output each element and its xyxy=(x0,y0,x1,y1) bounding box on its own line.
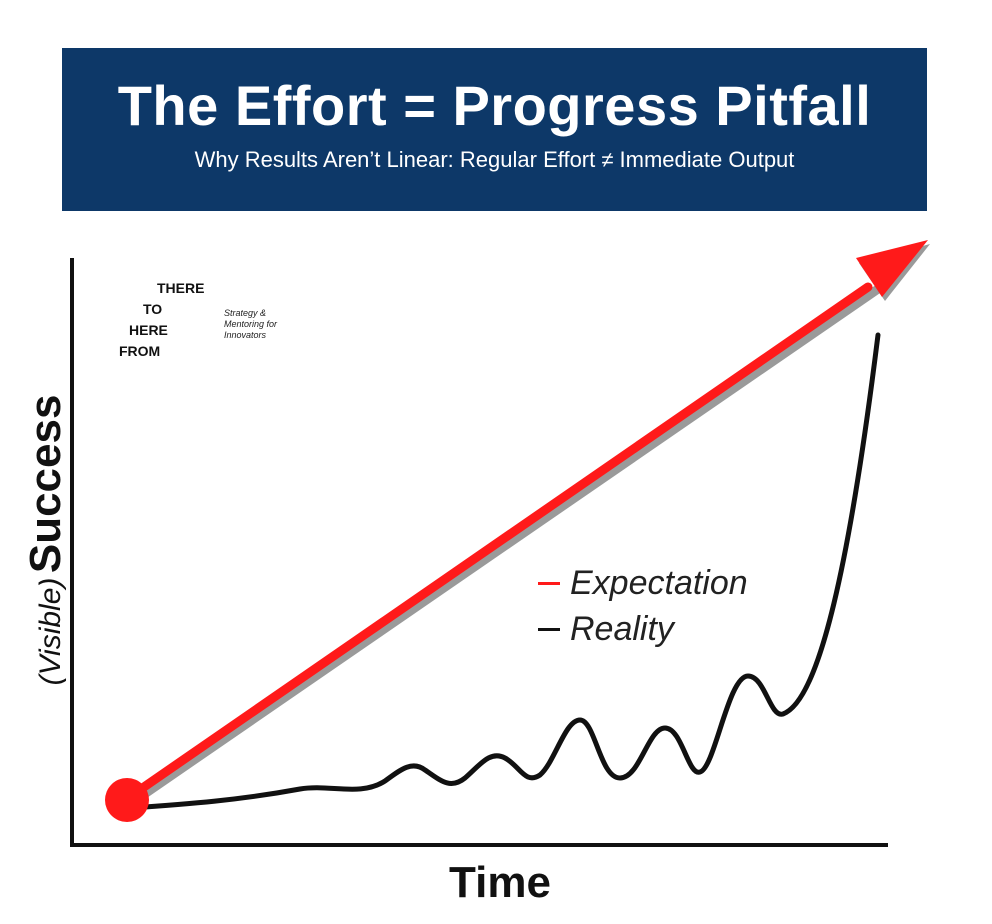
expectation-arrowhead xyxy=(856,240,928,297)
logo-tagline: Strategy & Mentoring for Innovators xyxy=(224,308,278,340)
title-banner: The Effort = Progress Pitfall Why Result… xyxy=(62,48,927,211)
origin-dot xyxy=(105,778,149,822)
legend-label-reality: Reality xyxy=(570,609,674,648)
y-axis-label: (Visible) Success xyxy=(21,370,71,710)
legend-swatch-expectation xyxy=(538,581,560,585)
logo-word-here: HERE xyxy=(129,322,168,338)
legend-swatch-reality xyxy=(538,627,560,631)
legend-label-expectation: Expectation xyxy=(570,563,748,602)
expectation-arrow-line xyxy=(123,282,873,803)
logo-word-from: FROM xyxy=(119,343,161,359)
brand-logo: THERE TO HERE FROM Strategy & Mentoring … xyxy=(100,278,320,368)
legend: Expectation Reality xyxy=(538,560,798,652)
logo-word-to: TO xyxy=(143,301,163,317)
x-axis-label: Time xyxy=(449,858,551,907)
legend-item-reality: Reality xyxy=(538,606,798,652)
y-axis-label-qualifier: (Visible) xyxy=(34,577,67,686)
logo-word-there: THERE xyxy=(157,280,205,296)
y-axis-label-main: Success xyxy=(21,394,70,574)
page-subtitle: Why Results Aren’t Linear: Regular Effor… xyxy=(194,147,795,172)
expectation-arrow-shadow xyxy=(128,284,883,807)
legend-item-expectation: Expectation xyxy=(538,560,798,606)
page-title: The Effort = Progress Pitfall xyxy=(117,74,872,137)
reality-curve xyxy=(127,332,881,811)
